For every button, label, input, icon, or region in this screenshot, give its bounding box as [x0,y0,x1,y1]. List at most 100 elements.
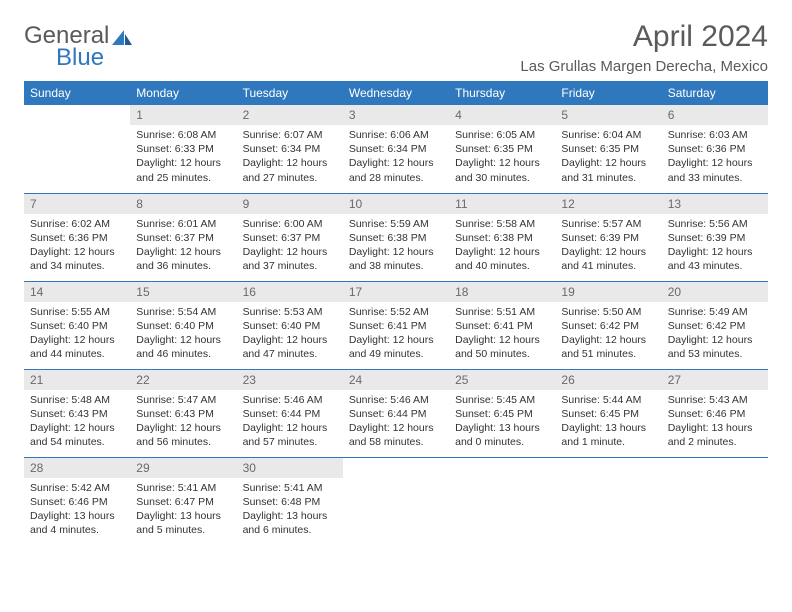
daylight-text: Daylight: 12 hours and 53 minutes. [668,333,762,361]
calendar-cell: 29Sunrise: 5:41 AMSunset: 6:47 PMDayligh… [130,457,236,545]
daylight-text: Daylight: 12 hours and 43 minutes. [668,245,762,273]
day-body: Sunrise: 5:59 AMSunset: 6:38 PMDaylight:… [343,214,449,280]
sunset-text: Sunset: 6:35 PM [455,142,549,156]
day-number: 4 [449,105,555,125]
daylight-text: Daylight: 13 hours and 2 minutes. [668,421,762,449]
sunset-text: Sunset: 6:45 PM [561,407,655,421]
day-number: 14 [24,282,130,302]
calendar-cell: 24Sunrise: 5:46 AMSunset: 6:44 PMDayligh… [343,369,449,457]
calendar-cell: 2Sunrise: 6:07 AMSunset: 6:34 PMDaylight… [237,105,343,193]
day-number: 1 [130,105,236,125]
calendar-body: 1Sunrise: 6:08 AMSunset: 6:33 PMDaylight… [24,105,768,545]
sunrise-text: Sunrise: 5:50 AM [561,305,655,319]
day-body: Sunrise: 5:46 AMSunset: 6:44 PMDaylight:… [237,390,343,456]
day-body: Sunrise: 5:41 AMSunset: 6:47 PMDaylight:… [130,478,236,544]
calendar-row: 14 Sunrise: 5:55 AMSunset: 6:40 PM Dayligh… [24,281,768,369]
calendar-cell: 17Sunrise: 5:52 AMSunset: 6:41 PMDayligh… [343,281,449,369]
logo-sail-icon [111,29,135,47]
calendar-cell [449,457,555,545]
sunrise-text: Sunrise: 6:06 AM [349,128,443,142]
day-body: Sunrise: 6:05 AMSunset: 6:35 PMDaylight:… [449,125,555,191]
daylight-text: Daylight: 13 hours and 6 minutes. [243,509,337,537]
day-body: Sunrise: 6:02 AMSunset: 6:36 PMDaylight:… [24,214,130,280]
day-number: 6 [662,105,768,125]
daylight-text: Daylight: 13 hours and 0 minutes. [455,421,549,449]
calendar-cell: 3Sunrise: 6:06 AMSunset: 6:34 PMDaylight… [343,105,449,193]
day-number: 3 [343,105,449,125]
sunset-text: Sunset: 6:46 PM [30,495,124,509]
sunset-text: Sunset: 6:33 PM [136,142,230,156]
daylight-text: Daylight: 13 hours and 1 minute. [561,421,655,449]
sunrise-text: Sunrise: 6:02 AM [30,217,124,231]
calendar-cell: 30Sunrise: 5:41 AMSunset: 6:48 PMDayligh… [237,457,343,545]
daylight-text: Daylight: 12 hours and 46 minutes. [136,333,230,361]
sunset-text: Sunset: 6:43 PM [30,407,124,421]
calendar-row: 21Sunrise: 5:48 AMSunset: 6:43 PMDayligh… [24,369,768,457]
sunrise-text: Sunrise: 5:49 AM [668,305,762,319]
daylight-text: Daylight: 12 hours and 58 minutes. [349,421,443,449]
header: General April 2024 Las Grullas Margen De… [24,20,768,75]
day-body: Sunrise: 5:45 AMSunset: 6:45 PMDaylight:… [449,390,555,456]
day-body: Sunrise: 5:50 AMSunset: 6:42 PMDaylight:… [555,302,661,368]
daylight-text: Daylight: 12 hours and 49 minutes. [349,333,443,361]
logo-word-blue: Blue [56,44,135,72]
sunset-text: Sunset: 6:48 PM [243,495,337,509]
daylight-text: Daylight: 12 hours and 57 minutes. [243,421,337,449]
day-number: 12 [555,194,661,214]
daylight-text: Daylight: 12 hours and 25 minutes. [136,156,230,184]
day-number: 29 [130,458,236,478]
sunrise-text: Sunrise: 5:46 AM [243,393,337,407]
day-number: 5 [555,105,661,125]
day-body: Sunrise: 6:07 AMSunset: 6:34 PMDaylight:… [237,125,343,191]
calendar-cell: 14Sunrise: 5:55 AMSunset: 6:40 PMDayligh… [24,281,130,369]
daylight-text: Daylight: 12 hours and 31 minutes. [561,156,655,184]
daylight-text: Daylight: 12 hours and 47 minutes. [243,333,337,361]
calendar-page: General April 2024 Las Grullas Margen De… [0,0,792,565]
calendar-cell: 4Sunrise: 6:05 AMSunset: 6:35 PMDaylight… [449,105,555,193]
sunrise-text: Sunrise: 6:03 AM [668,128,762,142]
day-body: Sunrise: 5:43 AMSunset: 6:46 PMDaylight:… [662,390,768,456]
sunset-text: Sunset: 6:34 PM [349,142,443,156]
day-number: 25 [449,370,555,390]
day-number: 23 [237,370,343,390]
sunrise-text: Sunrise: 5:59 AM [349,217,443,231]
daylight-text: Daylight: 12 hours and 37 minutes. [243,245,337,273]
sunset-text: Sunset: 6:40 PM [30,319,124,333]
sunrise-text: Sunrise: 5:52 AM [349,305,443,319]
calendar-cell: 22Sunrise: 5:47 AMSunset: 6:43 PMDayligh… [130,369,236,457]
calendar-cell: 8Sunrise: 6:01 AMSunset: 6:37 PMDaylight… [130,193,236,281]
calendar-row: 1Sunrise: 6:08 AMSunset: 6:33 PMDaylight… [24,105,768,193]
day-number: 20 [662,282,768,302]
sunset-text: Sunset: 6:41 PM [455,319,549,333]
day-body: Sunrise: 5:49 AMSunset: 6:42 PMDaylight:… [662,302,768,368]
sunset-text: Sunset: 6:37 PM [136,231,230,245]
sunset-text: Sunset: 6:47 PM [136,495,230,509]
sunrise-text: Sunrise: 5:55 AM [30,305,124,319]
calendar-cell: 25Sunrise: 5:45 AMSunset: 6:45 PMDayligh… [449,369,555,457]
sunset-text: Sunset: 6:38 PM [349,231,443,245]
sunrise-text: Sunrise: 5:42 AM [30,481,124,495]
weekday-header-row: Sunday Monday Tuesday Wednesday Thursday… [24,81,768,105]
day-body: Sunrise: 5:42 AMSunset: 6:46 PMDaylight:… [24,478,130,544]
sunset-text: Sunset: 6:36 PM [30,231,124,245]
day-number: 13 [662,194,768,214]
sunrise-text: Sunrise: 5:51 AM [455,305,549,319]
calendar-cell: 21Sunrise: 5:48 AMSunset: 6:43 PMDayligh… [24,369,130,457]
sunset-text: Sunset: 6:42 PM [668,319,762,333]
daylight-text: Daylight: 12 hours and 41 minutes. [561,245,655,273]
calendar-cell: 15Sunrise: 5:54 AMSunset: 6:40 PMDayligh… [130,281,236,369]
sunrise-text: Sunrise: 5:46 AM [349,393,443,407]
sunrise-text: Sunrise: 5:53 AM [243,305,337,319]
calendar-cell: 27Sunrise: 5:43 AMSunset: 6:46 PMDayligh… [662,369,768,457]
day-number: 18 [449,282,555,302]
month-title: April 2024 [520,20,768,54]
day-number: 8 [130,194,236,214]
calendar-cell: 6Sunrise: 6:03 AMSunset: 6:36 PMDaylight… [662,105,768,193]
daylight-text: Daylight: 13 hours and 4 minutes. [30,509,124,537]
calendar-cell [343,457,449,545]
sunrise-text: Sunrise: 5:43 AM [668,393,762,407]
day-number: 11 [449,194,555,214]
day-body: Sunrise: 5:56 AMSunset: 6:39 PMDaylight:… [662,214,768,280]
sunset-text: Sunset: 6:43 PM [136,407,230,421]
calendar-cell: 16Sunrise: 5:53 AMSunset: 6:40 PMDayligh… [237,281,343,369]
